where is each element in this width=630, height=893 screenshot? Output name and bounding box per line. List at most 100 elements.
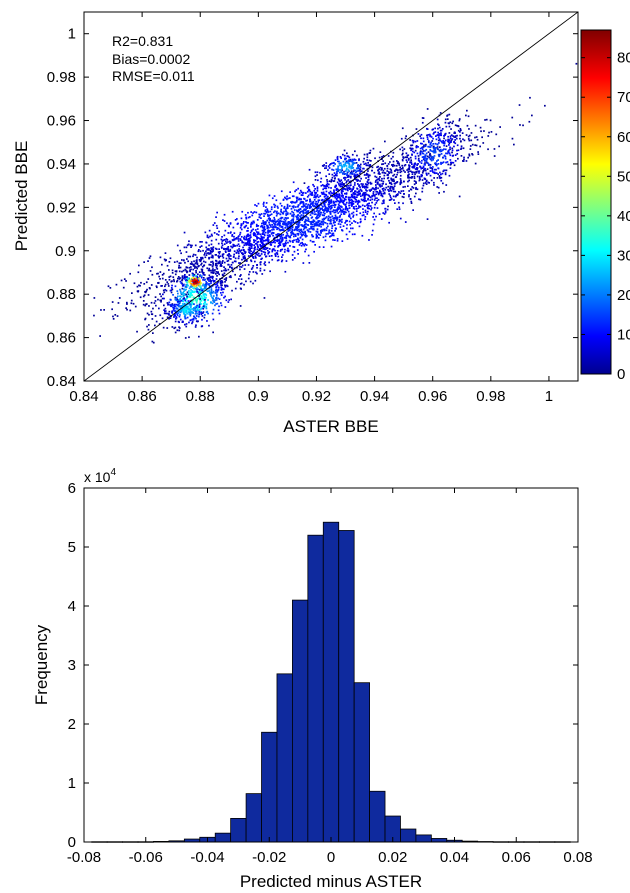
- scatter-point: [420, 167, 423, 170]
- scatter-point: [381, 185, 383, 187]
- scatter-point: [184, 303, 186, 306]
- scatter-point: [407, 159, 410, 161]
- scatter-point: [339, 169, 342, 171]
- scatter-point: [254, 279, 257, 282]
- scatter-point: [290, 231, 292, 234]
- scatter-point: [317, 207, 320, 209]
- scatter-point: [215, 273, 217, 275]
- scatter-point: [364, 205, 366, 207]
- x-tick-label: 0.02: [378, 849, 407, 866]
- scatter-point: [323, 203, 326, 205]
- scatter-point: [192, 307, 195, 310]
- scatter-point: [323, 196, 326, 198]
- scatter-point: [218, 298, 221, 300]
- scatter-point: [366, 181, 369, 183]
- annotation-bias: Bias=0.0002: [112, 51, 190, 67]
- scatter-point: [434, 131, 437, 133]
- scatter-point: [320, 204, 323, 206]
- scatter-point: [261, 273, 264, 275]
- scatter-point: [395, 182, 397, 184]
- scatter-point: [422, 140, 425, 143]
- scatter-point: [271, 219, 274, 222]
- scatter-point: [248, 251, 250, 253]
- scatter-point: [220, 292, 222, 294]
- scatter-point: [297, 210, 300, 212]
- scatter-point: [255, 242, 258, 245]
- scatter-point: [276, 236, 279, 239]
- scatter-point: [367, 170, 369, 172]
- scatter-point: [440, 176, 443, 179]
- scatter-point: [356, 222, 359, 224]
- scatter-point: [261, 257, 263, 260]
- scatter-point: [185, 286, 188, 288]
- scatter-point: [340, 170, 343, 173]
- scatter-point: [323, 209, 326, 212]
- scatter-point: [348, 186, 351, 189]
- scatter-point: [380, 179, 383, 182]
- scatter-point: [254, 242, 257, 245]
- scatter-point: [438, 142, 440, 144]
- scatter-point: [354, 198, 357, 201]
- scatter-point: [366, 156, 369, 159]
- scatter-point: [299, 189, 302, 192]
- scatter-point: [359, 186, 361, 188]
- scatter-point: [202, 307, 205, 310]
- scatter-point: [361, 199, 364, 202]
- scatter-point: [293, 201, 295, 204]
- scatter-point: [363, 196, 366, 199]
- scatter-point: [208, 257, 211, 259]
- scatter-point: [273, 236, 276, 239]
- scatter-point: [201, 306, 204, 308]
- scatter-point: [278, 223, 280, 226]
- scatter-point: [200, 263, 202, 266]
- scatter-point: [147, 260, 149, 262]
- scatter-point: [243, 250, 246, 253]
- scatter-point: [258, 213, 261, 216]
- scatter-point: [284, 270, 287, 273]
- scatter-point: [342, 153, 344, 156]
- scatter-point: [436, 186, 439, 188]
- scatter-point: [220, 286, 223, 289]
- scatter-point: [260, 213, 263, 215]
- scatter-point: [311, 192, 314, 194]
- scatter-point: [267, 232, 269, 234]
- scatter-point: [186, 294, 189, 297]
- scatter-point: [453, 132, 456, 134]
- scatter-point: [299, 229, 302, 231]
- scatter-point: [205, 303, 208, 306]
- scatter-point: [157, 282, 159, 284]
- scatter-point: [454, 139, 456, 141]
- scatter-point: [184, 316, 186, 318]
- scatter-point: [194, 326, 197, 328]
- scatter-point: [100, 309, 102, 311]
- scatter-point: [327, 186, 330, 189]
- scatter-point: [248, 244, 250, 246]
- scatter-point: [233, 232, 236, 234]
- scatter-point: [188, 321, 190, 324]
- scatter-point: [212, 248, 214, 251]
- scatter-point: [377, 187, 379, 190]
- scatter-point: [183, 312, 185, 315]
- scatter-point: [260, 261, 262, 263]
- scatter-point: [270, 233, 273, 235]
- scatter-point: [281, 248, 284, 251]
- scatter-point: [239, 268, 241, 271]
- x-tick-label: -0.06: [129, 849, 163, 866]
- scatter-point: [348, 202, 350, 204]
- scatter-point: [295, 196, 298, 199]
- scatter-point: [355, 162, 358, 164]
- scatter-point: [210, 271, 213, 274]
- y-tick-label: 0.84: [47, 373, 76, 390]
- scatter-point: [260, 240, 263, 243]
- scatter-point: [390, 198, 393, 200]
- scatter-point: [288, 239, 291, 242]
- scatter-point: [399, 217, 402, 220]
- scatter-point: [245, 236, 248, 239]
- scatter-point: [171, 288, 174, 291]
- scatter-point: [229, 255, 232, 257]
- scatter-point: [184, 261, 186, 264]
- scatter-point: [268, 235, 271, 238]
- scatter-point: [129, 309, 132, 312]
- scatter-point: [272, 232, 275, 234]
- scatter-point: [337, 195, 340, 198]
